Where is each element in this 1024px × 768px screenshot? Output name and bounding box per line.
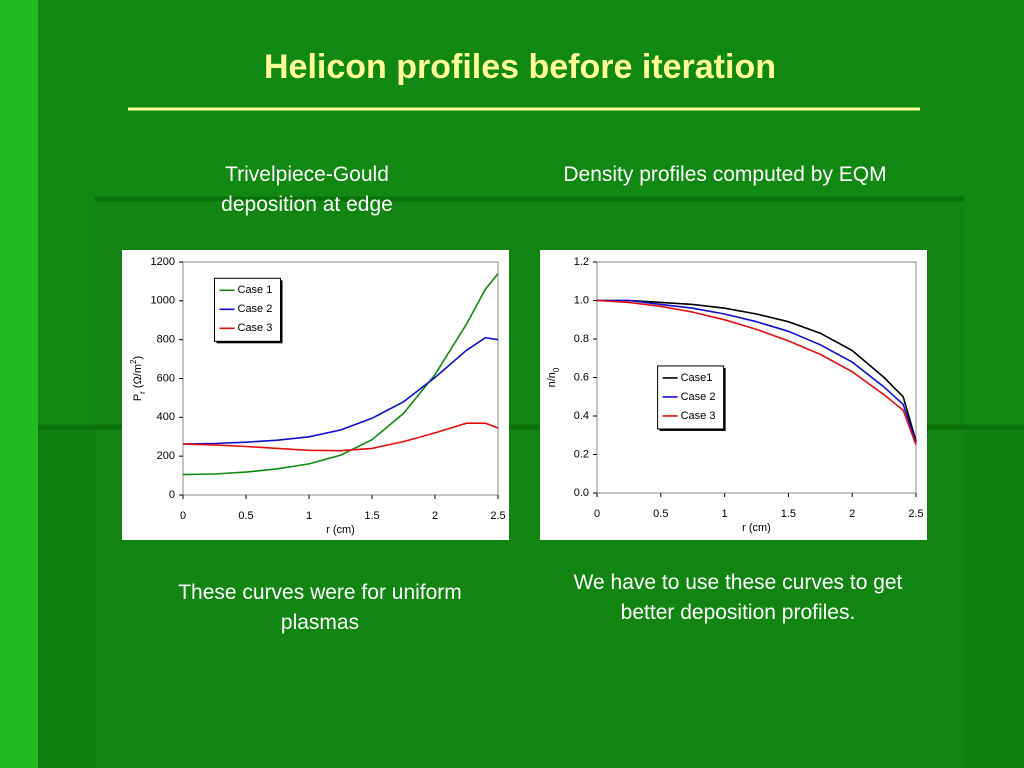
y-tick-label: 200	[157, 450, 175, 462]
x-tick-label: 2	[432, 510, 438, 522]
x-tick-label: 2.5	[490, 510, 505, 522]
series-line	[182, 422, 499, 452]
chart-box	[122, 250, 509, 540]
y-axis-label-part: r	[138, 391, 147, 394]
y-axis-label: n/n0	[546, 367, 561, 387]
x-tick-label: 0.5	[238, 510, 253, 522]
y-tick-label: 0.0	[574, 487, 589, 499]
y-axis-label-part: P	[132, 394, 144, 401]
y-axis-label-part: n/n	[546, 372, 558, 387]
series-line	[182, 273, 499, 476]
legend-label: Case 2	[681, 391, 716, 403]
y-tick-label: 0.4	[574, 410, 589, 422]
y-tick-label: 800	[157, 334, 175, 346]
x-tick-label: 0	[594, 508, 600, 520]
caption: These curves were for uniform plasmas	[178, 581, 462, 634]
legend-label: Case 2	[238, 303, 273, 315]
chart-box	[540, 250, 927, 540]
x-tick-label: 1.5	[781, 508, 796, 520]
y-tick-label: 1.0	[574, 294, 589, 306]
x-axis-label: r (cm)	[742, 522, 771, 534]
series-line	[596, 299, 917, 446]
legend-label: Case 3	[681, 410, 716, 422]
caption: We have to use these curves to get bette…	[573, 571, 903, 624]
y-axis-label: Pr (Ω/m2)	[129, 356, 147, 401]
legend-label: Case 1	[238, 284, 273, 296]
series-line	[182, 336, 499, 445]
y-axis-label-part: 2	[129, 359, 138, 364]
y-axis-label-part: (Ω/m	[132, 364, 144, 391]
caption: Trivelpiece-Gould deposition at edge	[221, 163, 393, 216]
y-axis-label-part: 0	[552, 367, 561, 372]
caption: Density profiles computed by EQM	[563, 163, 887, 186]
y-tick-label: 1.2	[574, 256, 589, 268]
x-tick-label: 0.5	[653, 508, 668, 520]
y-tick-label: 400	[157, 411, 175, 423]
y-tick-label: 0.2	[574, 448, 589, 460]
y-tick-label: 0	[169, 489, 175, 501]
legend-label: Case 3	[238, 322, 273, 334]
x-tick-label: 2.5	[908, 508, 923, 520]
x-tick-label: 1	[722, 508, 728, 520]
x-tick-label: 0	[180, 510, 186, 522]
x-tick-label: 1.5	[364, 510, 379, 522]
y-tick-label: 600	[157, 372, 175, 384]
y-axis-label-part: )	[132, 356, 144, 360]
legend-label: Case1	[681, 372, 713, 384]
y-tick-label: 0.6	[574, 371, 589, 383]
slide-title: Helicon profiles before iteration	[264, 48, 776, 86]
y-tick-label: 1200	[151, 256, 175, 268]
x-tick-label: 2	[849, 508, 855, 520]
series-line	[597, 299, 917, 444]
x-tick-label: 1	[306, 510, 312, 522]
series-line	[597, 299, 917, 442]
side-band	[0, 0, 38, 768]
x-axis-label: r (cm)	[326, 524, 355, 536]
y-tick-label: 0.8	[574, 333, 589, 345]
y-tick-label: 1000	[151, 295, 175, 307]
